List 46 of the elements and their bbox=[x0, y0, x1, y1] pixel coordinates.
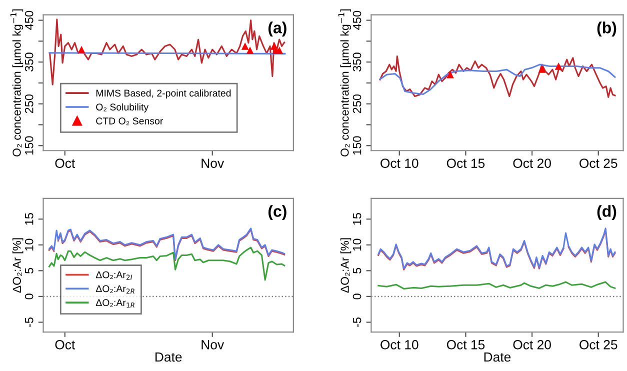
y-axis-title: ΔO₂:Ar [%] bbox=[340, 238, 352, 293]
y-tick-label: 250 bbox=[24, 94, 34, 114]
chart-title: (c) bbox=[268, 205, 286, 220]
y-tick-label: 150 bbox=[24, 136, 34, 155]
y-tick-label: 450 bbox=[352, 10, 362, 30]
y-tick-label: 15 bbox=[352, 213, 362, 225]
x-tick-label: Oct bbox=[55, 340, 76, 350]
chart-title: (d) bbox=[597, 205, 616, 220]
x-tick-label: Oct 25 bbox=[580, 158, 618, 168]
x-tick-label: Oct 10 bbox=[380, 158, 418, 168]
y-tick-label: -5 bbox=[25, 317, 34, 327]
x-tick-label: Oct 20 bbox=[513, 340, 551, 350]
x-tick-label: Oct 25 bbox=[580, 340, 618, 350]
chart-title: (a) bbox=[268, 22, 286, 37]
y-tick-label: 5 bbox=[352, 268, 362, 274]
x-tick-label: Oct bbox=[55, 158, 76, 168]
y-axis-title: ΔO₂:Ar [%] bbox=[12, 238, 24, 293]
legend-label: ΔO₂:Ar$_{1R}$ bbox=[96, 299, 134, 308]
legend-label: ΔO₂:Ar$_{2R}$ bbox=[96, 285, 134, 294]
y-tick-label: 350 bbox=[352, 52, 362, 72]
y-tick-label: 150 bbox=[352, 136, 362, 155]
x-tick-label: Nov bbox=[202, 158, 224, 168]
y-tick-label: 10 bbox=[352, 238, 362, 251]
x-tick-label: Oct 15 bbox=[446, 340, 485, 350]
x-axis-title: Date bbox=[155, 352, 182, 362]
x-tick-label: Oct 20 bbox=[513, 158, 551, 168]
y-axis-title: O₂ concentration [µmol kg$^{−1}$] bbox=[10, 9, 24, 156]
y-tick-label: 10 bbox=[24, 238, 34, 251]
legend-label: CTD O₂ Sensor bbox=[96, 118, 163, 126]
y-tick-label: 350 bbox=[24, 52, 34, 72]
x-tick-label: Nov bbox=[202, 340, 224, 350]
chart-title: (b) bbox=[597, 22, 616, 37]
x-tick-label: Oct 15 bbox=[446, 158, 485, 168]
y-tick-label: 15 bbox=[25, 213, 34, 225]
y-tick-label: 5 bbox=[25, 268, 34, 274]
y-tick-label: 250 bbox=[352, 94, 362, 114]
x-axis-title: Date bbox=[484, 352, 511, 362]
y-tick-label: 0 bbox=[352, 294, 362, 300]
x-tick-label: Oct 10 bbox=[380, 340, 418, 350]
y-tick-label: -5 bbox=[352, 317, 362, 327]
y-tick-label: 0 bbox=[24, 294, 34, 300]
y-tick-label: 450 bbox=[24, 10, 34, 30]
y-axis-title: O₂ concentration [µmol kg$^{−1}$] bbox=[338, 9, 352, 156]
legend-label: O₂ Solubility bbox=[96, 103, 149, 112]
legend-label: MIMS Based, 2-point calibrated bbox=[96, 89, 231, 99]
legend-label: ΔO₂:Ar$_{2I}$ bbox=[96, 271, 132, 280]
